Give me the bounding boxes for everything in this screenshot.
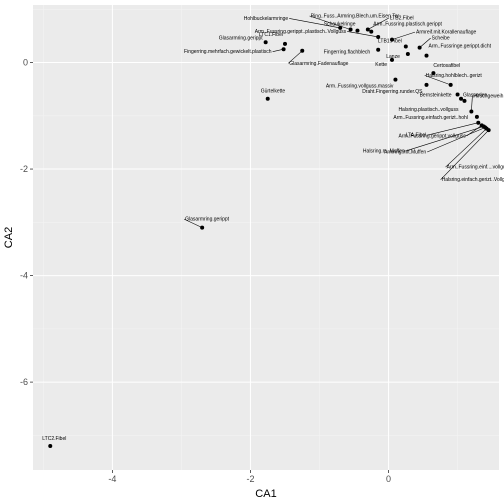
data-point xyxy=(282,41,287,46)
minor-gridlines xyxy=(33,5,499,470)
label-leader-line xyxy=(347,31,379,38)
point-label: Glasarmring.gerippt xyxy=(219,35,264,41)
point-label: Draht.Fingerring.runder.QS xyxy=(362,89,423,95)
plot-panel xyxy=(33,5,499,470)
data-point xyxy=(48,444,53,449)
data-point xyxy=(417,45,422,50)
major-gridlines xyxy=(33,5,499,470)
data-point xyxy=(448,82,453,87)
data-point xyxy=(424,53,429,58)
point-label: Arm..Fussringe.gerippt.dicht xyxy=(429,44,492,50)
label-leader-line xyxy=(391,31,416,40)
data-point xyxy=(405,52,410,57)
label-leader-line xyxy=(309,15,351,30)
point-label: Arm..Fussring.einfach.gerizt..hohl xyxy=(393,115,467,121)
point-label: Arm..Fussring.gerippt.vollguss xyxy=(398,133,466,139)
point-label: Halsring.einfach.gerizt..Vollguss xyxy=(442,177,504,183)
data-point xyxy=(265,96,270,101)
point-label: Gürtelkette xyxy=(261,89,286,95)
label-leader-line xyxy=(419,37,431,48)
point-label: Lanze xyxy=(386,54,400,60)
point-label: Arm..Fussring.plastisch.gerippt xyxy=(373,22,442,28)
axis-ticks: -4 -2 0 -6 -4 -2 0 xyxy=(20,58,391,484)
point-label: Halsring.plastisch..vollguss xyxy=(398,107,459,113)
data-point xyxy=(393,77,398,82)
point-label: Fingerring.mehrfach.gewickelt.plastisch xyxy=(184,49,272,55)
point-label: Halsring.hohlblech..gerizt xyxy=(426,73,483,79)
x-tick-label: 0 xyxy=(386,474,391,484)
data-points xyxy=(48,25,491,449)
point-label: Glasarmring.Fadenauflage xyxy=(289,61,348,67)
label-leader-line xyxy=(424,75,451,86)
point-label: Armreif.mit.Korallenauflage xyxy=(416,30,477,36)
data-point xyxy=(376,34,381,39)
point-label: Ring..Fuss..Armring.Blech.um.Eisen.Tor xyxy=(311,14,400,20)
point-label: Kette xyxy=(375,62,387,68)
data-point xyxy=(348,27,353,32)
point-label: Arm..Fussring.vollguss.massiv xyxy=(326,84,394,90)
data-point xyxy=(300,48,305,53)
point-label: Bernsteinkette xyxy=(420,92,452,98)
label-leader-line xyxy=(445,128,487,168)
point-label: Hirschgeweih xyxy=(473,94,503,100)
x-tick-label: -2 xyxy=(246,474,254,484)
data-point xyxy=(474,114,479,119)
point-label: Arm..Fussring.gerippt..plastisch..Vollgu… xyxy=(255,29,347,35)
point-label: Hohlbuckelarmringe xyxy=(244,16,289,22)
point-label: LTB2.Fibel xyxy=(390,16,414,22)
point-label: LTC1.Fibel xyxy=(259,32,283,38)
y-axis-title: CA2 xyxy=(3,227,15,248)
y-tick-label: 0 xyxy=(23,58,28,68)
label-leader-lines xyxy=(184,15,489,228)
label-leader-line xyxy=(471,96,473,112)
y-tick-label: -6 xyxy=(20,377,28,387)
data-point xyxy=(455,92,460,97)
point-label: Halsring.m..Muffen xyxy=(363,148,405,154)
point-label: Arm..Fussring.einf....vollguss.Steckv. xyxy=(447,165,504,171)
point-label: Glasarmring.gerippt xyxy=(185,217,230,223)
data-point xyxy=(376,47,381,52)
data-point xyxy=(462,98,467,103)
label-leader-line xyxy=(288,50,303,64)
data-point xyxy=(365,27,370,32)
point-label: Scheibe xyxy=(432,36,450,42)
point-label: Glasperlen xyxy=(463,93,487,99)
data-point xyxy=(281,47,286,52)
point-label: LTC2.Fibel xyxy=(42,436,66,442)
data-point xyxy=(403,44,408,49)
point-label: Fingerring.flachblech xyxy=(324,50,371,56)
point-label: Schaukelringe xyxy=(324,22,356,28)
data-point xyxy=(263,40,268,45)
data-point xyxy=(424,82,429,87)
x-axis-title: CA1 xyxy=(255,488,276,500)
point-labels: Hohlbuckelarmringe Ring..Fuss..Armring.Bl… xyxy=(42,14,504,443)
point-label: LTA.Fibel xyxy=(406,133,427,139)
label-leader-line xyxy=(440,129,489,180)
y-tick-label: -4 xyxy=(20,271,28,281)
data-point xyxy=(459,96,464,101)
label-leader-line xyxy=(427,122,479,136)
data-point xyxy=(389,37,394,42)
data-point xyxy=(389,57,394,62)
point-label: LTB1.Fibel xyxy=(378,39,402,45)
label-leader-line xyxy=(427,127,486,153)
label-leader-line xyxy=(405,126,484,152)
data-point xyxy=(469,109,474,114)
data-point xyxy=(486,128,491,133)
data-point xyxy=(338,25,343,30)
data-point xyxy=(200,225,205,230)
data-point xyxy=(476,120,481,125)
label-leader-line xyxy=(289,18,341,29)
point-label: Certosafibel xyxy=(433,63,460,69)
x-tick-label: -4 xyxy=(108,474,116,484)
label-leader-line xyxy=(367,17,389,30)
point-label: Armring.mit.Muffen xyxy=(384,150,426,156)
y-tick-label: -2 xyxy=(20,164,28,174)
data-point xyxy=(369,29,374,34)
data-point xyxy=(431,71,436,76)
data-point xyxy=(355,28,360,33)
label-leader-line xyxy=(184,218,203,228)
